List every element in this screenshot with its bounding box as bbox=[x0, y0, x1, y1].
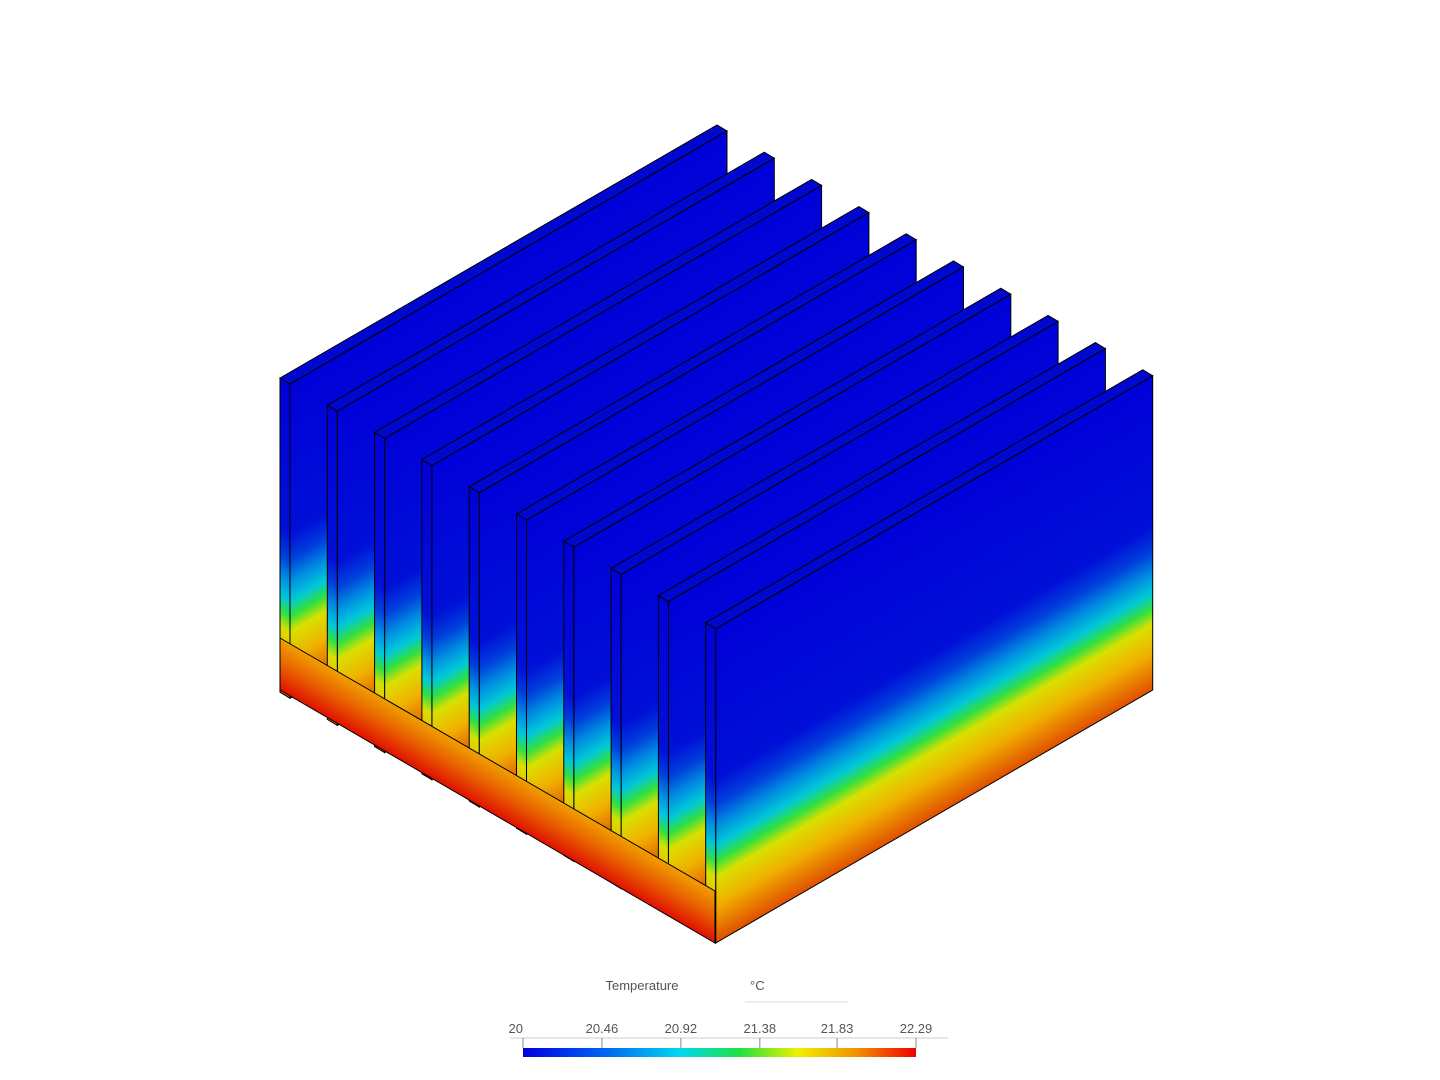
color-legend: Temperature °C 20 20.46 20.92 21.38 21.83 22.… bbox=[509, 978, 948, 1057]
tick-label: 20 bbox=[509, 1021, 523, 1036]
tick-label: 22.29 bbox=[900, 1021, 933, 1036]
fin-end-surface bbox=[375, 432, 385, 752]
fin-end-surface bbox=[280, 378, 290, 698]
fin-end-surface bbox=[517, 514, 527, 834]
heatsink-model bbox=[280, 125, 1153, 943]
fin-end-surface bbox=[469, 487, 479, 807]
fin-end bbox=[327, 405, 337, 725]
fin-end-surface bbox=[327, 405, 337, 725]
color-bar bbox=[523, 1048, 916, 1057]
legend-unit: °C bbox=[750, 978, 765, 993]
fin-end bbox=[375, 432, 385, 752]
tick-label: 21.83 bbox=[821, 1021, 854, 1036]
base-end bbox=[280, 638, 715, 943]
fin-end bbox=[280, 378, 290, 698]
base-end-surface bbox=[280, 638, 715, 943]
tick-label: 21.38 bbox=[744, 1021, 777, 1036]
tick-label: 20.46 bbox=[586, 1021, 619, 1036]
fin-end bbox=[469, 487, 479, 807]
fin-end-surface bbox=[422, 460, 432, 780]
legend-title: Temperature bbox=[606, 978, 679, 993]
fin-end bbox=[517, 514, 527, 834]
legend-ticks: 20 20.46 20.92 21.38 21.83 22.29 bbox=[509, 1021, 933, 1048]
tick-label: 20.92 bbox=[665, 1021, 698, 1036]
fin-end bbox=[422, 460, 432, 780]
